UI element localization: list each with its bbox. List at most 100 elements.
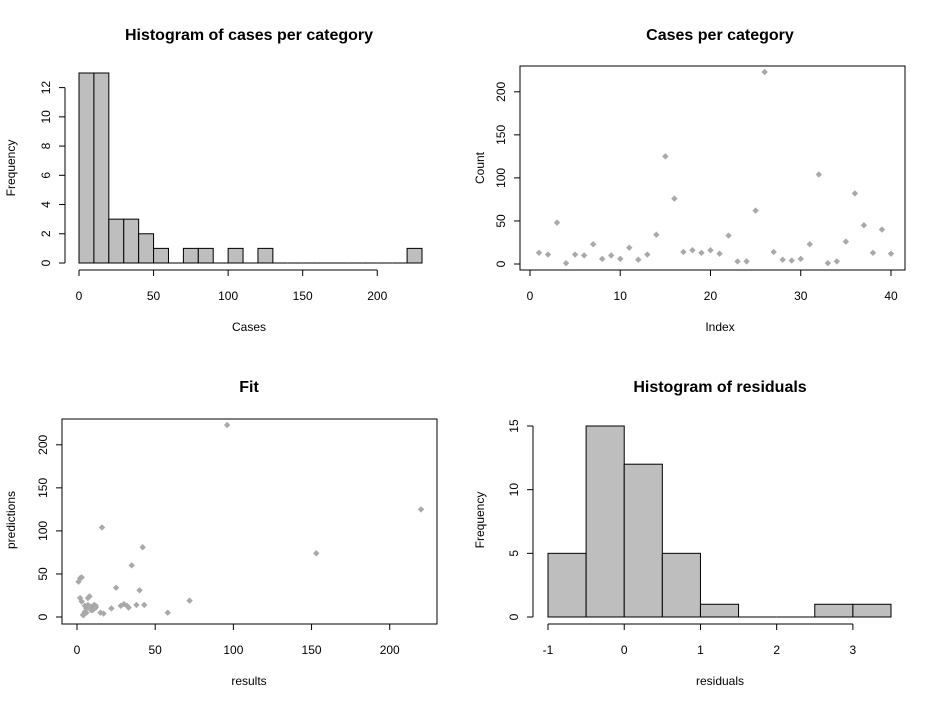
y-tick-label: 10 xyxy=(507,483,521,497)
scatter-point xyxy=(112,584,120,591)
scatter-point xyxy=(544,251,552,258)
scatter-point xyxy=(887,250,895,257)
y-tick-label: 4 xyxy=(39,201,53,208)
scatter-point xyxy=(98,524,106,531)
y-tick-label: 100 xyxy=(36,521,50,541)
scatter-point xyxy=(87,606,95,614)
scatter-point xyxy=(680,248,687,256)
x-axis-label: Cases xyxy=(232,320,266,334)
scatter-point xyxy=(76,594,84,602)
scatter-point xyxy=(770,248,777,256)
scatter-point xyxy=(81,602,89,610)
y-tick-label: 50 xyxy=(36,567,50,581)
x-axis-label: Index xyxy=(705,320,734,334)
scatter-point xyxy=(617,255,624,263)
scatter-point xyxy=(644,251,651,258)
x-tick-label: 2 xyxy=(773,643,780,657)
scatter-point xyxy=(743,258,750,265)
scatter-point xyxy=(417,506,425,513)
histogram-bar xyxy=(78,72,95,264)
scatter-point xyxy=(589,240,597,248)
panel-title: Cases per category xyxy=(646,27,794,44)
scatter-point xyxy=(833,258,841,265)
scatter-point xyxy=(860,222,868,229)
y-tick-label: 2 xyxy=(39,230,53,237)
scatter-point xyxy=(83,609,90,616)
histogram-bar xyxy=(153,247,169,264)
scatter-point xyxy=(653,231,660,238)
x-tick-label: 150 xyxy=(302,643,322,657)
histogram-bar xyxy=(547,552,587,618)
scatter-point xyxy=(698,249,705,257)
scatter-point xyxy=(136,587,143,594)
scatter-point xyxy=(108,605,115,612)
y-tick-label: 200 xyxy=(494,81,508,101)
scatter-point xyxy=(815,171,822,178)
histogram-bar xyxy=(108,218,125,264)
panel-histogram-cases: Histogram of cases per category Cases Fr… xyxy=(4,27,423,334)
y-axis-label: Frequency xyxy=(4,140,18,197)
y-tick-label: 0 xyxy=(494,260,508,267)
scatter-point xyxy=(806,240,813,248)
scatter-point xyxy=(824,259,832,267)
x-tick-label: 100 xyxy=(223,643,243,657)
scatter-point xyxy=(87,603,95,610)
scatter-point xyxy=(797,255,804,263)
scatter-point xyxy=(869,249,877,257)
histogram-bar xyxy=(585,425,625,618)
x-tick-label: 0 xyxy=(76,289,83,303)
x-axis-label: results xyxy=(231,674,266,688)
y-tick-label: 100 xyxy=(494,168,508,188)
y-tick-label: 50 xyxy=(494,214,508,228)
scatter-point xyxy=(553,219,561,226)
scatter-point xyxy=(635,256,642,263)
scatter-point xyxy=(186,597,193,604)
y-tick-label: 200 xyxy=(36,434,50,454)
scatter-point xyxy=(779,256,786,263)
x-tick-label: 30 xyxy=(794,289,808,303)
scatter-point xyxy=(133,601,140,609)
x-tick-label: 0 xyxy=(621,643,628,657)
scatter-point xyxy=(78,574,85,581)
histogram-bar xyxy=(257,247,274,264)
scatter-point xyxy=(878,226,886,233)
scatter-point xyxy=(788,257,795,264)
scatter-point xyxy=(313,550,320,557)
scatter-point xyxy=(851,190,859,197)
plot-frame xyxy=(519,65,906,271)
scatter-point xyxy=(78,598,85,605)
scatter-point xyxy=(716,250,723,257)
scatter-point xyxy=(125,604,132,611)
x-tick-label: 0 xyxy=(527,289,534,303)
scatter-point xyxy=(123,602,131,610)
scatter-point xyxy=(535,249,543,257)
scatter-point xyxy=(80,611,87,618)
x-tick-label: 40 xyxy=(884,289,898,303)
scatter-point xyxy=(571,251,579,258)
panel-histogram-residuals: Histogram of residuals residuals Frequen… xyxy=(473,379,892,688)
scatter-point xyxy=(842,238,850,245)
x-tick-label: 100 xyxy=(218,289,238,303)
scatter-point xyxy=(84,601,92,609)
histogram-bar xyxy=(123,218,140,264)
x-tick-label: 50 xyxy=(149,643,163,657)
scatter-point xyxy=(734,258,741,265)
x-tick-label: -1 xyxy=(543,643,554,657)
x-tick-label: 10 xyxy=(614,289,628,303)
y-tick-label: 0 xyxy=(39,259,53,266)
y-tick-label: 0 xyxy=(36,613,50,620)
scatter-point xyxy=(752,207,759,214)
histogram-bar xyxy=(623,463,663,618)
histogram-bar xyxy=(182,247,199,264)
histogram-bar xyxy=(699,603,740,618)
scatter-point xyxy=(761,68,768,76)
histogram-bar xyxy=(197,247,214,264)
panel-fit: Fit results predictions 0 50 100 150 200 0 50 1… xyxy=(4,379,438,688)
y-tick-label: 0 xyxy=(507,613,521,620)
scatter-point xyxy=(164,609,171,616)
y-tick-label: 5 xyxy=(507,550,521,557)
x-tick-label: 3 xyxy=(850,643,857,657)
scatter-point xyxy=(598,255,606,263)
scatter-point xyxy=(608,252,615,259)
